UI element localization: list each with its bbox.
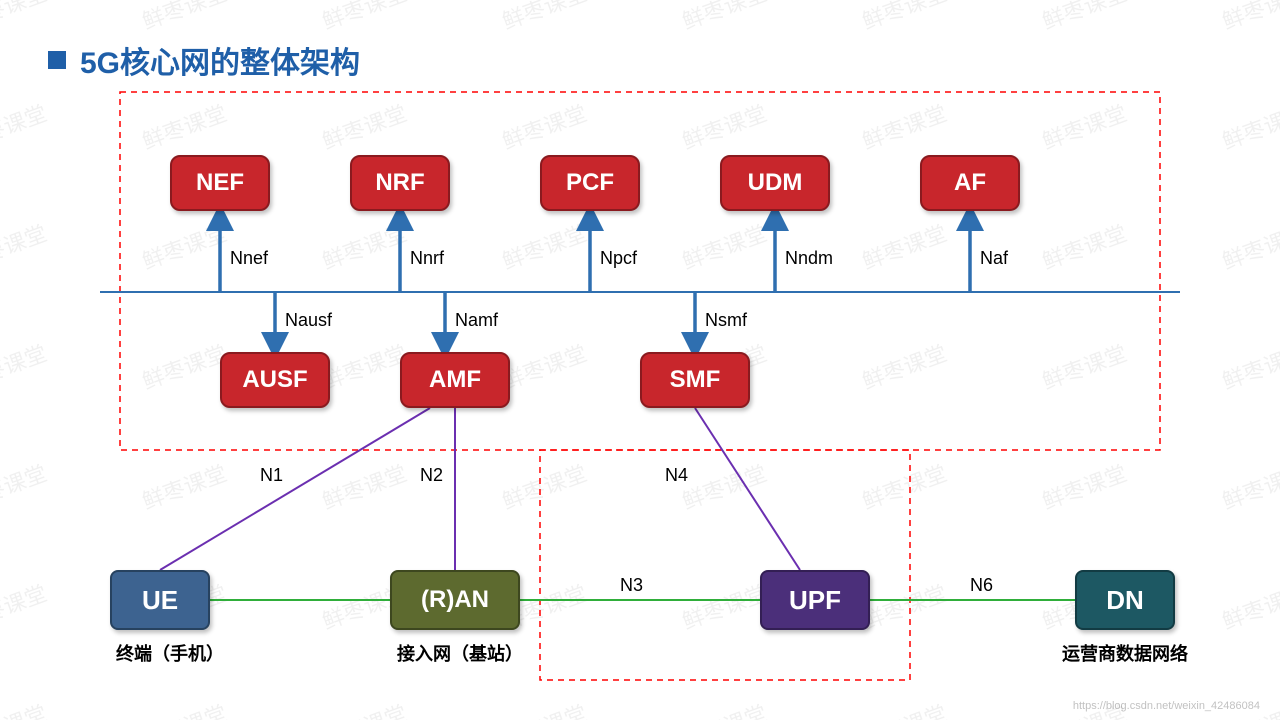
edge-label-nnef: Nnef	[230, 248, 268, 269]
edge-label-nndm: Nndm	[785, 248, 833, 269]
node-ausf: AUSF	[220, 352, 330, 408]
edge-label-naf: Naf	[980, 248, 1008, 269]
bottom-label-dn: 运营商数据网络	[1020, 640, 1230, 666]
edge-label-n6: N6	[970, 575, 993, 596]
node-upf: UPF	[760, 570, 870, 630]
node-af: AF	[920, 155, 1020, 211]
node-ran: (R)AN	[390, 570, 520, 630]
bottom-label-ue: 终端（手机）	[90, 640, 250, 666]
bottom-label-ran: 接入网（基站）	[360, 640, 560, 666]
node-pcf: PCF	[540, 155, 640, 211]
node-nef: NEF	[170, 155, 270, 211]
node-udm: UDM	[720, 155, 830, 211]
node-dn: DN	[1075, 570, 1175, 630]
edge-label-npcf: Npcf	[600, 248, 637, 269]
diagram-stage: NEF NRF PCF UDM AF AUSF AMF SMF UE (R)AN UPF DN Nnef…	[0, 0, 1280, 720]
node-amf: AMF	[400, 352, 510, 408]
edge-label-n4: N4	[665, 465, 688, 486]
node-nrf: NRF	[350, 155, 450, 211]
edge-label-nausf: Nausf	[285, 310, 332, 331]
edge-label-n2: N2	[420, 465, 443, 486]
edge-label-n1: N1	[260, 465, 283, 486]
node-smf: SMF	[640, 352, 750, 408]
footer-url: https://blog.csdn.net/weixin_42486084	[1073, 700, 1260, 712]
node-ue: UE	[110, 570, 210, 630]
edge-label-nnrf: Nnrf	[410, 248, 444, 269]
edge-label-nsmf: Nsmf	[705, 310, 747, 331]
edge-label-n3: N3	[620, 575, 643, 596]
edge-label-namf: Namf	[455, 310, 498, 331]
